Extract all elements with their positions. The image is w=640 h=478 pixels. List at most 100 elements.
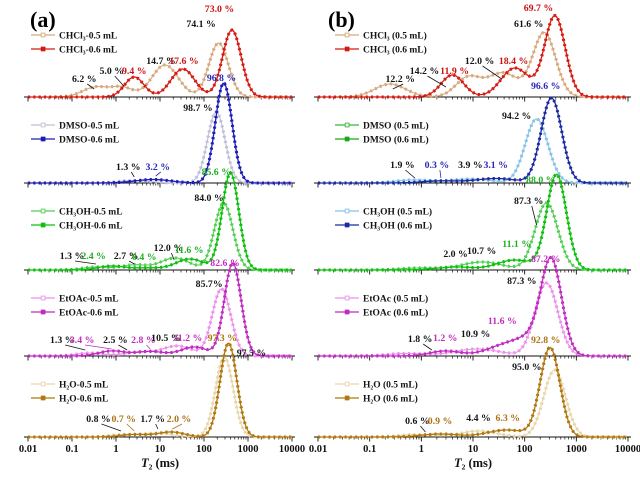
- annotation-percent: 1.8 %: [408, 334, 433, 345]
- annotation-arrow: [482, 65, 502, 80]
- annotation-arrow: [65, 344, 86, 351]
- annotation-percent: 92.8 %: [531, 335, 560, 346]
- annotation-percent: 11.2 %: [173, 333, 202, 344]
- legend-swatch-marker: [40, 309, 46, 315]
- annotation-arrow: [146, 344, 151, 350]
- legend-label: DMSO-0.5 mL: [59, 121, 119, 131]
- legend-swatch-marker: [344, 222, 350, 228]
- series-markers-EtOAc-0.6mL: [28, 261, 292, 358]
- series-markers-CHCl3-0.5mL: [318, 30, 627, 99]
- legend-label: CHCl₃ (0.5 mL): [363, 30, 427, 41]
- annotation-arrow: [87, 83, 95, 90]
- x-tick-label: 10: [155, 444, 166, 455]
- series-markers-CHCl3-0.6mL: [28, 28, 292, 99]
- legend-swatch-marker: [40, 381, 46, 387]
- annotation-percent: 2.5 %: [103, 335, 128, 346]
- x-tick-label: 1: [113, 444, 118, 455]
- annotation-arrow: [172, 423, 183, 430]
- annotation-percent: 84.0 %: [194, 193, 223, 204]
- annotation-percent: 1.9 %: [390, 160, 415, 171]
- legend-label: H₂O (0.5 mL): [363, 379, 418, 390]
- annotation-percent: 85.6 %: [202, 167, 231, 178]
- annotation-percent: 11.1 %: [502, 239, 531, 250]
- annotation-arrow: [114, 75, 125, 87]
- annotation-arrow: [531, 205, 537, 226]
- annotation-percent: 3.9 %: [458, 160, 483, 171]
- annotation-percent: 96.8 %: [207, 73, 236, 84]
- annotation-arrow: [171, 252, 175, 261]
- annotation-percent: 14.7 %: [146, 56, 175, 67]
- legend-swatch-marker: [40, 46, 46, 52]
- annotation-percent: 2.7 %: [114, 251, 139, 262]
- annotation-percent: 0.9 %: [428, 416, 453, 427]
- legend-swatch-marker: [40, 122, 46, 128]
- subplot-h2o: H₂O (0.5 mL) H₂O (0.6 mL) 0.6 %0.9 % 4.4 % 6…: [314, 335, 631, 442]
- x-tick-label: 10: [468, 444, 479, 455]
- x-tick-label: 0.1: [363, 444, 376, 455]
- legend-label: DMSO (0.6 mL): [363, 134, 429, 145]
- annotation-percent: 3.2 %: [146, 162, 171, 173]
- x-tick-label: 1: [419, 444, 424, 455]
- legend-label: EtOAc-0.6 mL: [59, 308, 119, 318]
- annotation-percent: 12.2 %: [386, 74, 415, 85]
- annotation-arrow: [85, 344, 112, 350]
- annotation-percent: 10.9 %: [461, 329, 490, 340]
- annotation-percent: 18.4 %: [499, 56, 528, 67]
- annotation-percent: 94.2 %: [502, 111, 531, 122]
- x-tick-label: 100: [196, 444, 212, 455]
- subplot-etoac: EtOAc (0.5 mL) EtOAc (0.6 mL) 1.8 % 1.2 % 10…: [314, 254, 631, 361]
- series-markers-EtOAc-0.6mL: [318, 255, 627, 358]
- series-markers-CH3OH-0.6mL: [318, 172, 627, 272]
- annotation-percent: 1.3 %: [60, 251, 85, 262]
- annotation-percent: 0.4 %: [132, 252, 157, 263]
- legend-swatch-marker: [344, 208, 350, 214]
- annotation-percent: 6.2 %: [72, 74, 97, 85]
- annotation-percent: 98.7 %: [183, 103, 212, 114]
- annotation-percent: 2.0 %: [443, 249, 468, 260]
- annotation-percent: 3.4 %: [70, 335, 95, 346]
- legend-swatch-marker: [344, 46, 350, 52]
- legend-label: EtOAc (0.5 mL): [363, 293, 428, 304]
- annotation-percent: 12.0 %: [154, 243, 183, 254]
- subplot-chcl3: CHCl₃ (0.5 mL) CHCl₃ (0.6 mL) 12.2 %14.2 %…: [314, 3, 631, 102]
- legend-label: CHCl₃-0.6 mL: [59, 45, 117, 55]
- series-markers-CH3OH-0.6mL: [28, 170, 292, 272]
- annotation-percent: 88.0 %: [526, 175, 555, 186]
- annotation-percent: 1.2 %: [433, 333, 458, 344]
- legend-swatch-marker: [344, 122, 350, 128]
- annotation-percent: 85.7%: [196, 279, 223, 290]
- annotation-percent: 2.4 %: [81, 251, 106, 262]
- annotation-percent: 11.6 %: [175, 245, 204, 256]
- annotation-arrow: [405, 169, 416, 179]
- annotation-percent: 74.1 %: [186, 19, 215, 30]
- subplot-ch3oh: CH₃OH-0.5 mL CH₃OH-0.6 mL 1.3 %2.4 % 2.7 %0…: [24, 167, 295, 275]
- legend-swatch-marker: [40, 222, 46, 228]
- x-axis-title: T₂ (ms): [141, 456, 179, 470]
- legend-label: CH₃OH-0.6 mL: [59, 221, 123, 231]
- legend-swatch-marker: [344, 381, 350, 387]
- annotation-percent: 87.2 %: [531, 254, 560, 265]
- annotation-percent: 1.7 %: [140, 414, 165, 425]
- annotation-arrow: [155, 423, 159, 430]
- annotation-arrow: [101, 423, 122, 432]
- legend-swatch-marker: [40, 208, 46, 214]
- legend-label: H₂O-0.6 mL: [59, 394, 108, 404]
- subplot-etoac: EtOAc-0.5 mL EtOAc-0.6 mL 1.3 %3.4 % 2.5 % 2…: [24, 258, 295, 361]
- annotation-arrow: [427, 75, 447, 88]
- legend-label: DMSO-0.6 mL: [59, 135, 119, 145]
- annotation-percent: 17.6 %: [169, 56, 198, 67]
- annotation-arrow: [439, 169, 442, 179]
- x-tick-label: 0.1: [65, 444, 78, 455]
- annotation-arrow: [118, 344, 128, 351]
- annotation-percent: 87.3 %: [507, 276, 536, 287]
- legend-swatch-marker: [344, 295, 350, 301]
- annotation-percent: 11.9 %: [440, 66, 469, 77]
- legend-swatch-marker: [40, 295, 46, 301]
- legend-swatch-marker: [40, 32, 46, 38]
- legend-swatch-marker: [344, 136, 350, 142]
- annotation-percent: 95.0 %: [512, 362, 541, 373]
- series-markers-CHCl3-0.5mL: [28, 41, 292, 99]
- series-markers-DMSO-0.6mL: [318, 96, 627, 185]
